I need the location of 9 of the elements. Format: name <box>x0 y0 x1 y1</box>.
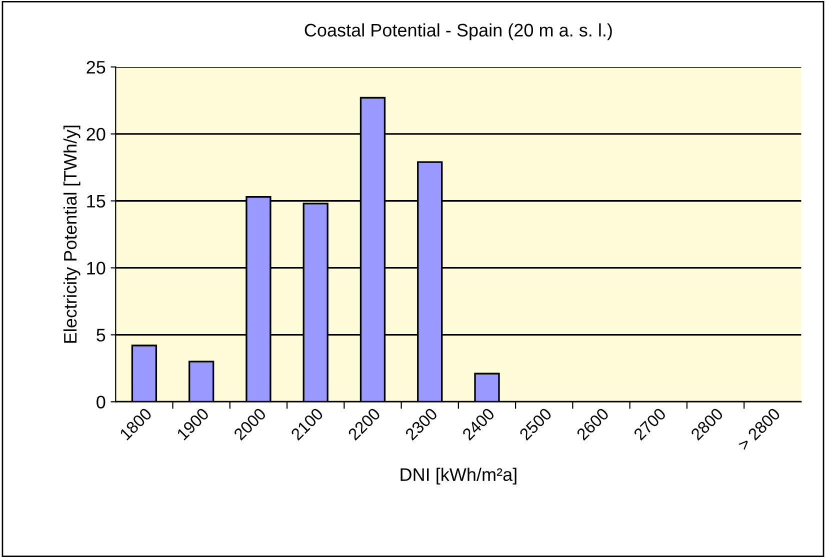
y-tick-label: 10 <box>87 262 106 275</box>
y-tick-label: 15 <box>87 195 106 208</box>
chart-title: Coastal Potential - Spain (20 m a. s. l.) <box>304 23 612 40</box>
y-tick-label: 5 <box>96 328 106 342</box>
x-axis-title: DNI [kWh/m²a] <box>400 468 516 485</box>
y-tick-label: 20 <box>86 128 106 141</box>
y-tick-label: 0 <box>96 396 106 408</box>
y-axis-title: Electricity Potential [TWh/y] <box>63 126 80 343</box>
y-tick-label: 25 <box>86 60 106 74</box>
